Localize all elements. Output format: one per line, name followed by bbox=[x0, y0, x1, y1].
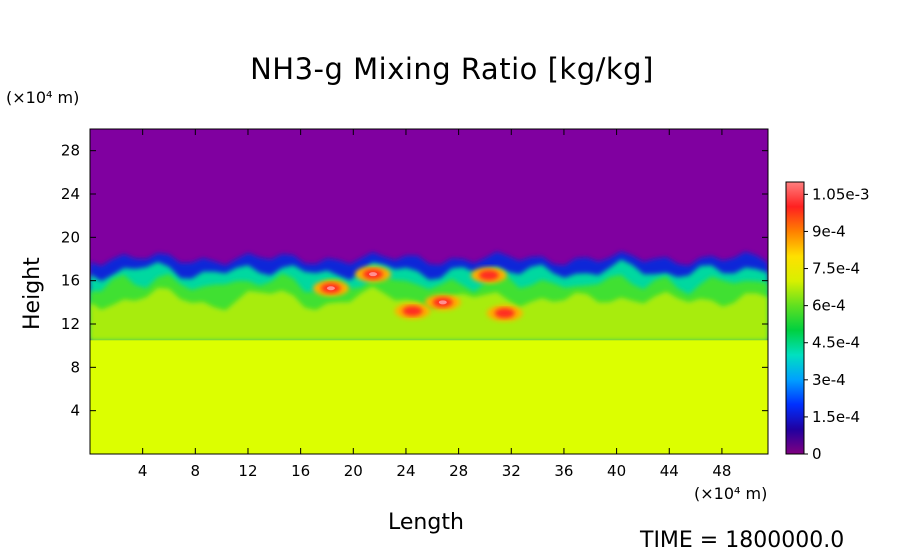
x-tick-label: 12 bbox=[238, 462, 257, 480]
x-tick-label: 8 bbox=[191, 462, 201, 480]
colorbar: 1.05e-3 9e-4 7.5e-4 6e-4 4.5e-4 3e-4 1.5e-4 0 bbox=[785, 181, 870, 463]
y-tick-label: 20 bbox=[61, 228, 80, 246]
x-tick-label: 16 bbox=[291, 462, 310, 480]
colorbar-label: 3e-4 bbox=[812, 371, 846, 389]
chart-title: NH3-g Mixing Ratio [kg/kg] bbox=[250, 52, 654, 86]
x-tick-label: 4 bbox=[138, 462, 148, 480]
colorbar-gradient bbox=[785, 181, 805, 455]
colorbar-label: 1.05e-3 bbox=[812, 185, 870, 203]
x-tick-label: 28 bbox=[449, 462, 468, 480]
y-tick-label: 16 bbox=[61, 272, 80, 290]
x-tick-label: 32 bbox=[502, 462, 521, 480]
hotspot-core bbox=[438, 300, 447, 305]
hotspot-core bbox=[369, 272, 378, 277]
hotspot bbox=[402, 306, 423, 316]
y-tick-label: 24 bbox=[61, 185, 80, 203]
y-tick-label: 8 bbox=[70, 358, 80, 376]
y-axis-ticks: 4 8 12 16 20 24 28 bbox=[61, 142, 768, 420]
hotspot-core bbox=[326, 286, 335, 291]
plot-frame bbox=[89, 128, 769, 455]
colorbar-label: 6e-4 bbox=[812, 297, 846, 315]
x-tick-label: 20 bbox=[344, 462, 363, 480]
x-tick-label: 40 bbox=[607, 462, 626, 480]
y-axis-unit: (×10⁴ m) bbox=[6, 88, 80, 107]
colorbar-label: 7.5e-4 bbox=[812, 260, 860, 278]
x-tick-label: 48 bbox=[712, 462, 731, 480]
x-axis-ticks: 4 8 12 16 20 24 28 32 36 40 44 48 bbox=[138, 129, 731, 480]
y-tick-label: 12 bbox=[61, 315, 80, 333]
x-tick-label: 24 bbox=[396, 462, 415, 480]
colorbar-label: 1.5e-4 bbox=[812, 408, 860, 426]
hotspot bbox=[494, 308, 515, 319]
x-axis-unit: (×10⁴ m) bbox=[694, 484, 768, 503]
hotspot bbox=[478, 270, 499, 281]
colorbar-label: 0 bbox=[812, 445, 822, 463]
heatmap-plot-area bbox=[90, 129, 768, 454]
y-tick-label: 28 bbox=[61, 142, 80, 160]
x-tick-label: 44 bbox=[660, 462, 679, 480]
colorbar-label: 4.5e-4 bbox=[812, 334, 860, 352]
lower-region bbox=[90, 340, 768, 454]
y-tick-label: 4 bbox=[70, 402, 80, 420]
x-axis-label: Length bbox=[388, 510, 464, 535]
colorbar-label: 9e-4 bbox=[812, 222, 846, 240]
x-tick-label: 36 bbox=[554, 462, 573, 480]
